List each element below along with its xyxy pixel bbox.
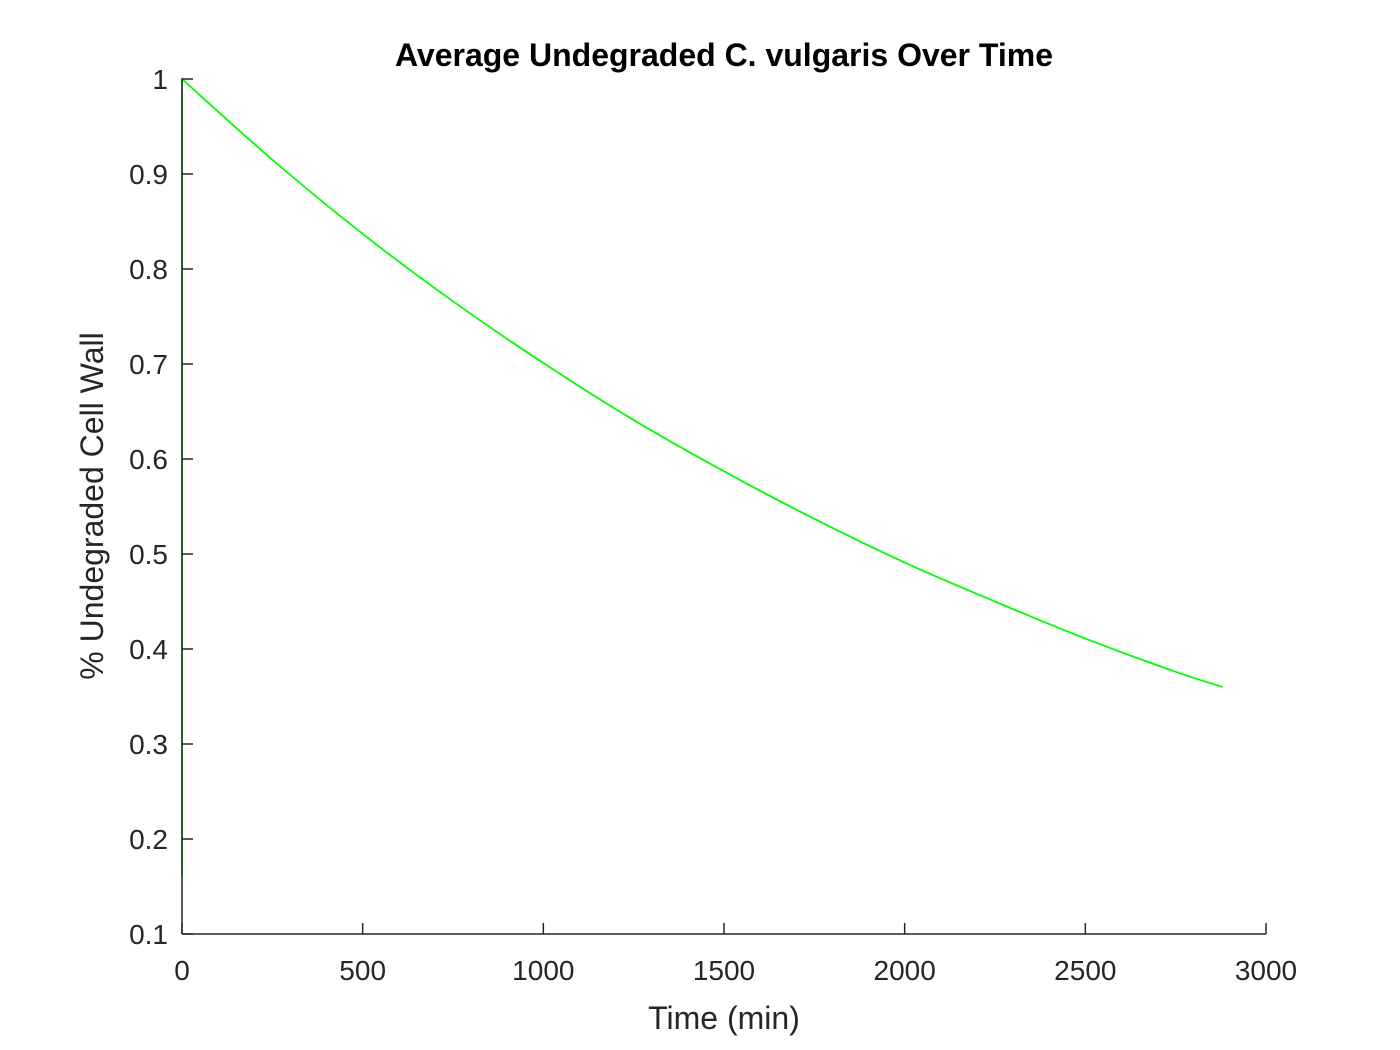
x-tick-label: 3000 xyxy=(1235,955,1297,986)
y-tick-label: 0.7 xyxy=(129,349,168,380)
plot-area xyxy=(181,76,1223,877)
x-tick-label: 1000 xyxy=(512,955,574,986)
x-tick-label: 2000 xyxy=(874,955,936,986)
y-tick-label: 0.8 xyxy=(129,254,168,285)
x-tick-label: 500 xyxy=(339,955,386,986)
y-tick-label: 0.3 xyxy=(129,729,168,760)
x-tick-label: 1500 xyxy=(693,955,755,986)
chart-title: Average Undegraded C. vulgaris Over Time xyxy=(395,37,1053,73)
y-tick-label: 0.5 xyxy=(129,539,168,570)
x-ticks: 0 500 1000 1500 2000 2500 3000 xyxy=(174,923,1297,986)
y-axis-title: % Undegraded Cell Wall xyxy=(74,332,110,679)
y-tick-label: 0.6 xyxy=(129,444,168,475)
y-tick-label: 0.2 xyxy=(129,824,168,855)
x-tick-label: 2500 xyxy=(1054,955,1116,986)
y-tick-label: 1 xyxy=(152,64,168,95)
y-tick-label: 0.1 xyxy=(129,919,168,950)
y-tick-label: 0.4 xyxy=(129,634,168,665)
y-tick-label: 0.9 xyxy=(129,159,168,190)
y-ticks: 0.1 0.2 0.3 0.4 0.5 0.6 0.7 0.8 0.9 1 xyxy=(129,64,193,950)
x-axis-title: Time (min) xyxy=(648,1000,800,1036)
x-tick-label: 0 xyxy=(174,955,190,986)
series-line xyxy=(181,76,1223,877)
